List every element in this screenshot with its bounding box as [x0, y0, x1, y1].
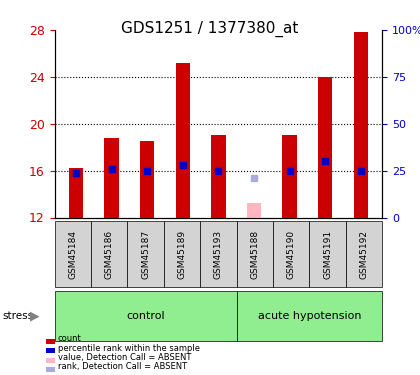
Text: stress: stress [2, 311, 33, 321]
Text: GSM45189: GSM45189 [178, 230, 186, 279]
Bar [105, 138, 119, 218]
Text: GSM45193: GSM45193 [214, 230, 223, 279]
Text: percentile rank within the sample: percentile rank within the sample [58, 344, 200, 352]
Text: acute hypotension: acute hypotension [257, 311, 361, 321]
Text: GSM45184: GSM45184 [68, 230, 77, 279]
Text: GSM45186: GSM45186 [105, 230, 114, 279]
Text: GSM45187: GSM45187 [141, 230, 150, 279]
Text: GDS1251 / 1377380_at: GDS1251 / 1377380_at [121, 21, 299, 37]
Text: control: control [126, 311, 165, 321]
Bar [69, 168, 83, 217]
Text: count: count [58, 334, 82, 344]
Text: GSM45192: GSM45192 [360, 230, 368, 279]
Text: value, Detection Call = ABSENT: value, Detection Call = ABSENT [58, 353, 192, 362]
Text: GSM45188: GSM45188 [250, 230, 259, 279]
Bar [318, 77, 332, 218]
Bar [176, 63, 190, 217]
Bar [354, 32, 368, 218]
Bar [211, 135, 226, 218]
Bar [283, 135, 297, 218]
Bar [247, 203, 261, 217]
Text: ▶: ▶ [30, 309, 40, 322]
Text: GSM45191: GSM45191 [323, 230, 332, 279]
Text: rank, Detection Call = ABSENT: rank, Detection Call = ABSENT [58, 362, 187, 371]
Bar [140, 141, 154, 218]
Text: GSM45190: GSM45190 [287, 230, 296, 279]
